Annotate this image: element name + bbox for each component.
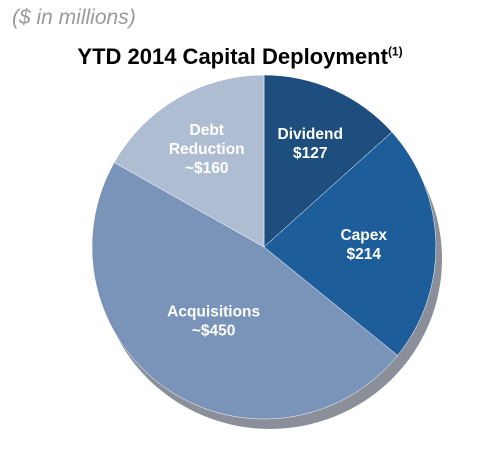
slice-name-debt-reduction: Reduction	[169, 141, 245, 158]
slice-label-capex: Capex $214	[340, 227, 387, 263]
slice-name-acquisitions: Acquisitions	[167, 303, 260, 320]
pie-slice-debt-reduction	[113, 74, 265, 248]
pie-slice-acquisitions	[91, 162, 398, 420]
pie-slice-dividend	[263, 74, 393, 248]
slice-value-dividend: $127	[293, 145, 327, 162]
title-footnote-marker: (1)	[387, 44, 403, 59]
slice-label-debt-reduction: Debt Reduction ~$160	[169, 122, 245, 177]
slice-label-dividend: Dividend $127	[278, 126, 343, 162]
slice-name-debt-reduction: Debt	[190, 122, 224, 139]
pie-slice-capex	[263, 131, 437, 356]
slice-value-capex: $214	[346, 246, 381, 263]
slice-label-acquisitions: Acquisitions ~$450	[167, 303, 260, 339]
chart-subtitle: ($ in millions)	[12, 6, 136, 29]
chart-title-text: YTD 2014 Capital Deployment	[77, 44, 388, 69]
slice-name-capex: Capex	[340, 227, 387, 244]
slice-name-dividend: Dividend	[278, 126, 343, 143]
chart-title: YTD 2014 Capital Deployment(1)	[0, 44, 480, 70]
slice-value-debt-reduction: ~$160	[185, 160, 229, 177]
slice-value-acquisitions: ~$450	[192, 322, 236, 339]
